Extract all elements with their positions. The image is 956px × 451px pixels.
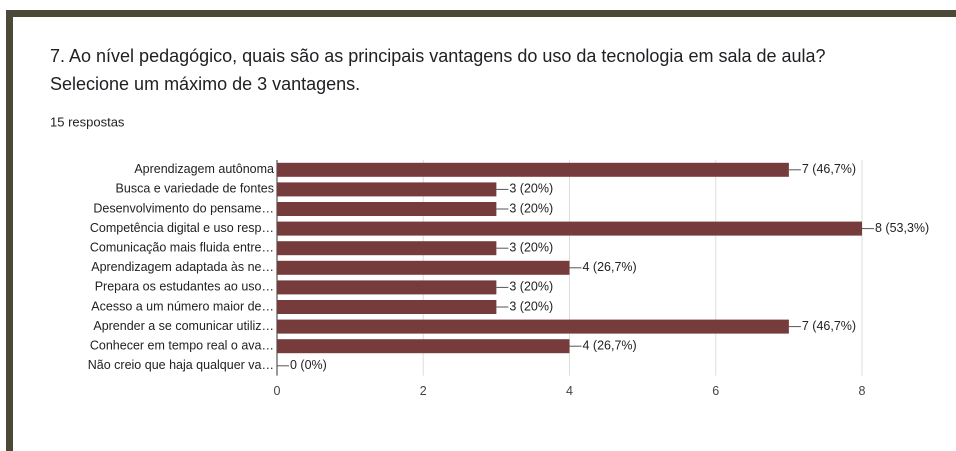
bar <box>277 339 570 354</box>
category-label: Comunicação mais fluida entre… <box>90 240 274 254</box>
response-count: 15 respostas <box>50 114 125 129</box>
data-label: 3 (20%) <box>509 201 553 215</box>
card-top-border <box>6 10 956 17</box>
bar <box>277 182 497 197</box>
category-label: Busca e variedade de fontes <box>116 182 274 196</box>
data-label: 3 (20%) <box>509 182 553 196</box>
data-label: 3 (20%) <box>509 299 553 313</box>
category-label: Competência digital e uso resp… <box>90 221 274 235</box>
bar <box>277 221 862 236</box>
category-label: Prepara os estudantes ao uso… <box>95 280 274 294</box>
data-label: 8 (53,3%) <box>875 221 929 235</box>
x-tick-label: 2 <box>420 384 427 398</box>
category-label: Desenvolvimento do pensame… <box>93 201 274 215</box>
bar <box>277 202 497 216</box>
category-label: Acesso a um número maior de… <box>91 299 274 313</box>
x-tick-label: 6 <box>712 384 719 398</box>
data-label: 3 (20%) <box>509 280 553 294</box>
data-label: 7 (46,7%) <box>802 162 856 176</box>
data-label: 4 (26,7%) <box>583 338 637 352</box>
card-left-border <box>6 10 13 451</box>
data-label: 3 (20%) <box>509 240 553 254</box>
bar <box>277 319 789 334</box>
category-label: Aprendizagem adaptada às ne… <box>91 260 274 274</box>
bar <box>277 260 570 275</box>
category-label: Conhecer em tempo real o ava… <box>90 338 274 352</box>
category-label: Aprender a se comunicar utiliz… <box>93 319 274 333</box>
bar <box>277 280 497 295</box>
category-label: Aprendizagem autônoma <box>134 162 274 176</box>
category-label: Não creio que haja qualquer va… <box>88 358 274 372</box>
data-label: 4 (26,7%) <box>583 260 637 274</box>
bar <box>277 300 497 314</box>
question-box: 7. Ao nível pedagógico, quais são as pri… <box>50 46 826 94</box>
question-title: 7. Ao nível pedagógico, quais são as pri… <box>50 46 826 94</box>
bar <box>277 241 497 256</box>
bar <box>277 162 789 177</box>
x-tick-label: 8 <box>859 384 866 398</box>
data-label: 0 (0%) <box>290 358 327 372</box>
data-label: 7 (46,7%) <box>802 319 856 333</box>
x-tick-label: 0 <box>274 384 281 398</box>
x-tick-label: 4 <box>566 384 573 398</box>
